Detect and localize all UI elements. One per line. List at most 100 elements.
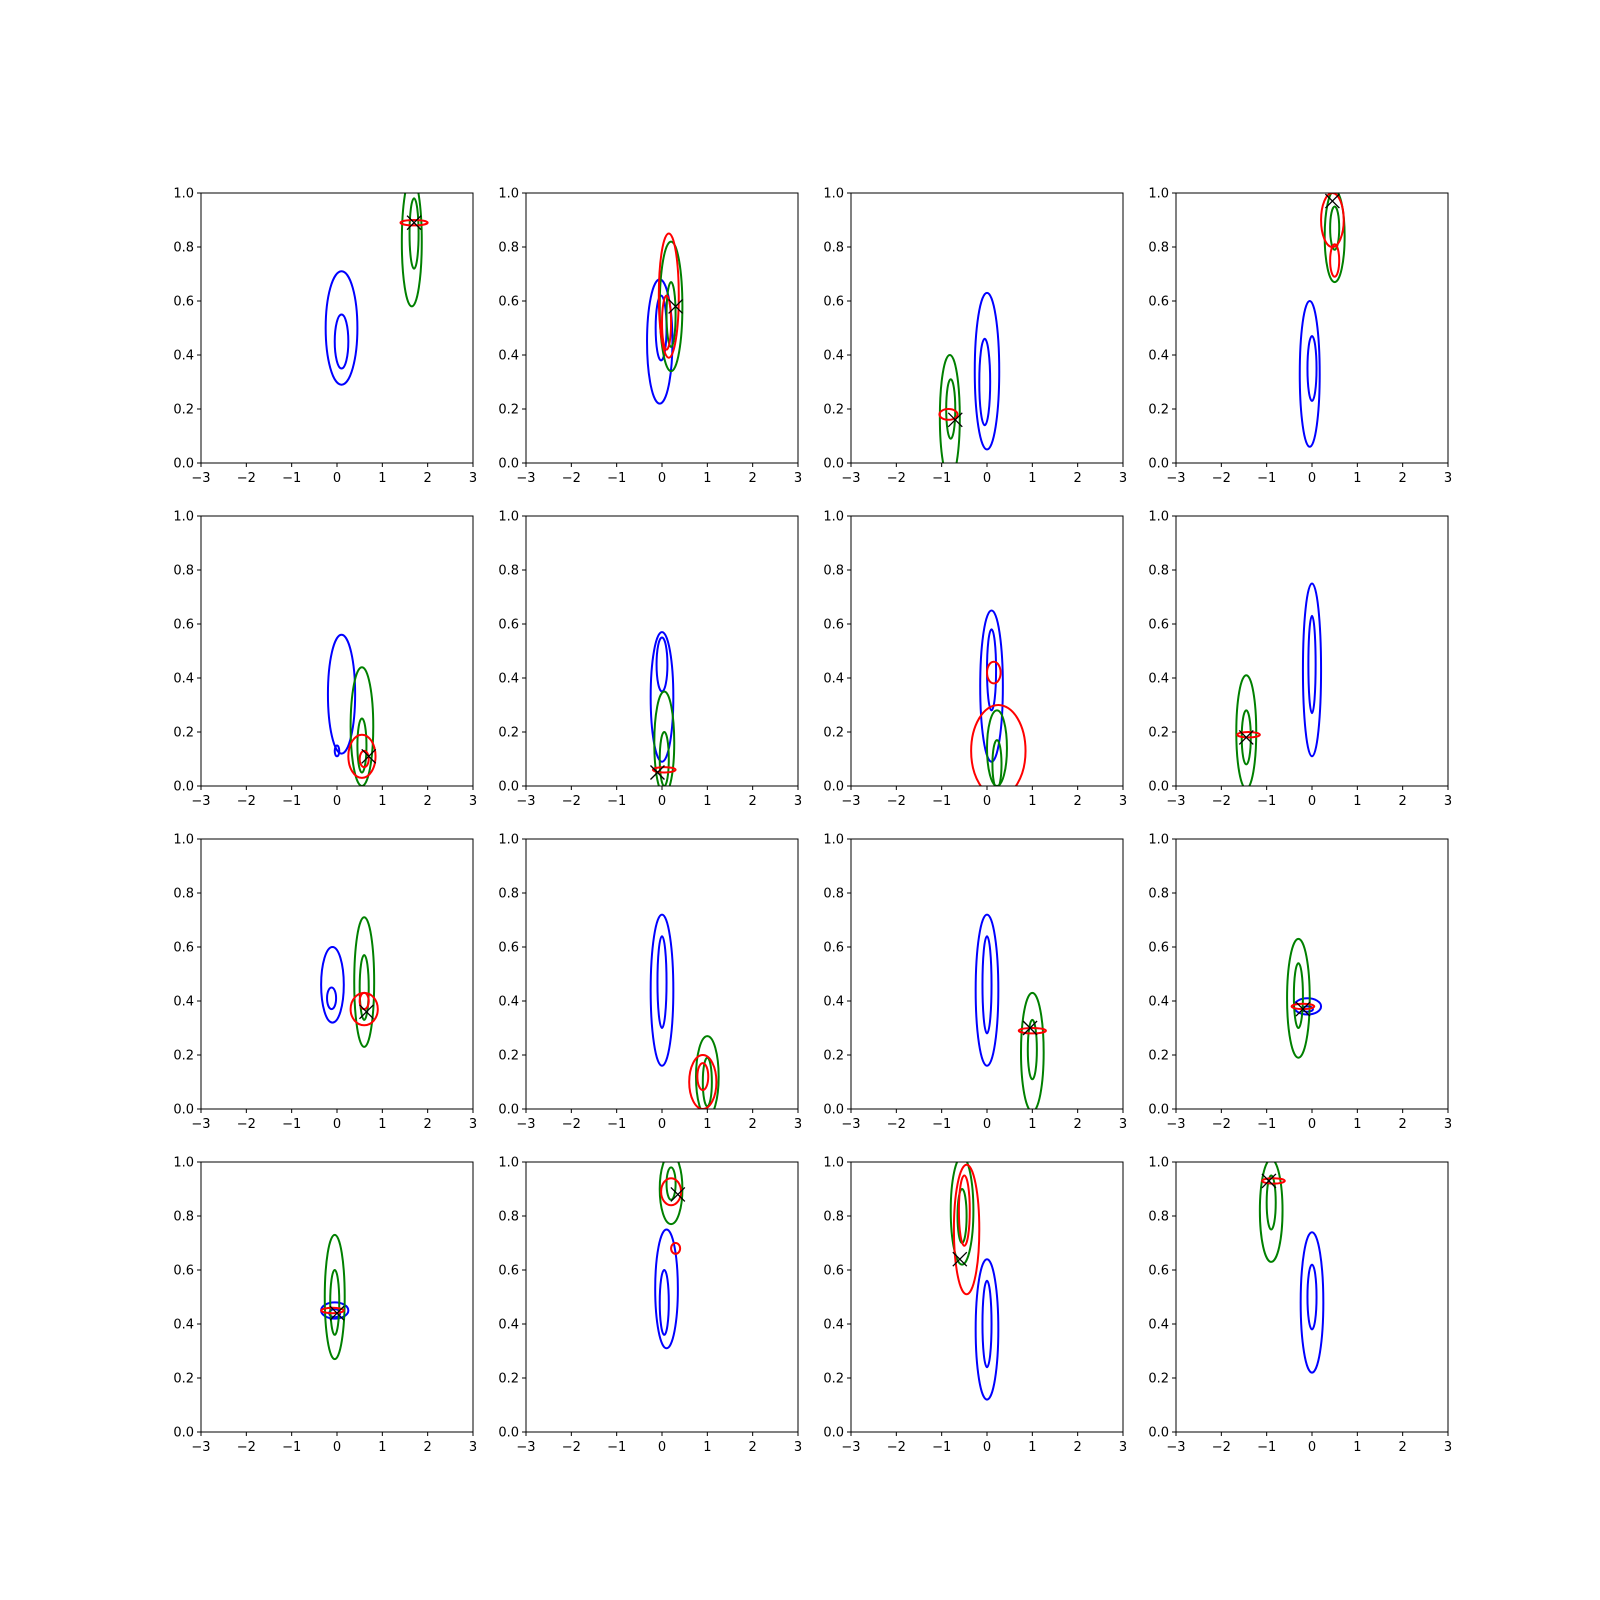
y-tick-label: 0.8 xyxy=(173,1210,194,1225)
x-tick-label: 1 xyxy=(1353,471,1361,486)
x-tick-label: 0 xyxy=(983,1117,991,1132)
y-tick-label: 0.6 xyxy=(498,618,519,633)
x-tick-label: −1 xyxy=(1257,794,1276,809)
blue-contour-level-2 xyxy=(333,744,341,758)
true-value-marker xyxy=(1022,1020,1038,1036)
x-tick-label: 3 xyxy=(1119,471,1127,486)
y-tick-label: 0.8 xyxy=(1148,241,1169,256)
y-tick-label: 1.0 xyxy=(1148,187,1169,202)
subplot-4: −3 −2 −1 0 1 2 3 0.0 0.2 0.4 0.6 0.8 1.0 xyxy=(1148,187,1452,487)
x-tick-label: −2 xyxy=(562,794,581,809)
subplot-14: −3 −2 −1 0 1 2 3 0.0 0.2 0.4 0.6 0.8 1.0 xyxy=(498,1156,802,1456)
y-tick-label: 1.0 xyxy=(498,187,519,202)
y-tick-label: 0.8 xyxy=(1148,1210,1169,1225)
y-tick-label: 1.0 xyxy=(498,1156,519,1171)
x-tick-label: −3 xyxy=(516,471,535,486)
y-tick-label: 0.4 xyxy=(823,1318,844,1333)
plot-area xyxy=(974,913,1047,1109)
y-tick-label: 0.2 xyxy=(173,1372,194,1387)
x-tick-label: 0 xyxy=(658,1440,666,1455)
x-tick-label: −3 xyxy=(516,1117,535,1132)
x-tick-label: 3 xyxy=(1444,1117,1452,1132)
x-tick-label: −2 xyxy=(887,794,906,809)
blue-contour-level-2 xyxy=(981,935,993,1035)
blue-contour-level-1 xyxy=(973,291,1001,451)
x-tick-label: 1 xyxy=(378,1117,386,1132)
x-tick-label: −2 xyxy=(562,1117,581,1132)
y-tick-label: 0.2 xyxy=(498,1049,519,1064)
plot-area xyxy=(320,916,379,1048)
x-tick-label: 2 xyxy=(749,794,757,809)
blue-contour-level-2 xyxy=(1307,614,1317,715)
y-tick-label: 0.2 xyxy=(823,1049,844,1064)
x-tick-label: −1 xyxy=(282,1440,301,1455)
green-contour-level-2 xyxy=(665,281,677,348)
plot-area xyxy=(1286,937,1323,1059)
green-contour-level-2 xyxy=(408,197,420,270)
x-tick-label: −1 xyxy=(607,1117,626,1132)
y-tick-label: 0.0 xyxy=(173,1426,194,1441)
red-contour-level-1 xyxy=(657,232,680,359)
plot-area xyxy=(938,291,1001,463)
y-tick-label: 0.0 xyxy=(823,457,844,472)
x-tick-label: 3 xyxy=(1119,1117,1127,1132)
blue-contour-level-1 xyxy=(320,946,345,1024)
y-tick-label: 0.6 xyxy=(823,618,844,633)
y-tick-label: 0.4 xyxy=(1148,349,1169,364)
y-tick-label: 0.2 xyxy=(1148,726,1169,741)
x-tick-label: 0 xyxy=(333,1440,341,1455)
y-tick-label: 0.4 xyxy=(173,349,194,364)
red-contour-level-1 xyxy=(1261,1177,1286,1185)
subplot-8: −3 −2 −1 0 1 2 3 0.0 0.2 0.4 0.6 0.8 1.0 xyxy=(1148,510,1452,810)
true-value-marker xyxy=(952,1251,968,1267)
x-tick-label: −2 xyxy=(237,794,256,809)
y-tick-label: 0.0 xyxy=(1148,1103,1169,1118)
y-tick-label: 1.0 xyxy=(173,187,194,202)
y-tick-label: 1.0 xyxy=(498,833,519,848)
x-tick-label: 3 xyxy=(469,1117,477,1132)
x-tick-label: 1 xyxy=(378,794,386,809)
y-tick-label: 0.0 xyxy=(173,1103,194,1118)
y-tick-label: 0.4 xyxy=(498,672,519,687)
x-tick-label: 0 xyxy=(1308,1117,1316,1132)
y-tick-label: 1.0 xyxy=(498,510,519,525)
y-tick-label: 0.4 xyxy=(823,349,844,364)
x-tick-label: −3 xyxy=(191,1117,210,1132)
blue-contour-level-1 xyxy=(974,913,1000,1067)
subplot-7: −3 −2 −1 0 1 2 3 0.0 0.2 0.4 0.6 0.8 1.0 xyxy=(823,510,1127,810)
x-tick-label: −1 xyxy=(932,1440,951,1455)
y-tick-label: 0.4 xyxy=(823,995,844,1010)
true-value-marker xyxy=(947,412,963,428)
y-tick-label: 0.4 xyxy=(498,1318,519,1333)
y-tick-label: 0.2 xyxy=(823,1372,844,1387)
green-contour-level-2 xyxy=(356,717,368,774)
y-tick-label: 1.0 xyxy=(823,187,844,202)
y-tick-label: 0.2 xyxy=(173,403,194,418)
x-tick-label: 0 xyxy=(333,471,341,486)
subplot-grid: −3 −2 −1 0 1 2 3 0.0 0.2 0.4 0.6 0.8 1.0 −3 −2 −1 0 1 2 3 0.… xyxy=(173,187,1452,1456)
y-tick-label: 0.4 xyxy=(498,349,519,364)
x-tick-label: 3 xyxy=(794,1117,802,1132)
plot-area xyxy=(324,193,429,386)
green-contour-level-1 xyxy=(323,1233,346,1361)
y-tick-label: 0.0 xyxy=(1148,780,1169,795)
red-contour-level-2 xyxy=(1329,243,1341,278)
green-contour-level-2 xyxy=(658,731,670,786)
x-tick-label: −1 xyxy=(607,471,626,486)
x-tick-label: −2 xyxy=(887,1440,906,1455)
y-tick-label: 0.4 xyxy=(1148,995,1169,1010)
x-tick-label: 2 xyxy=(424,794,432,809)
x-tick-label: 1 xyxy=(378,1440,386,1455)
green-contour-level-1 xyxy=(353,916,376,1048)
y-tick-label: 0.2 xyxy=(1148,1049,1169,1064)
y-tick-label: 0.0 xyxy=(173,780,194,795)
green-contour-level-1 xyxy=(986,709,1008,786)
x-tick-label: −3 xyxy=(841,794,860,809)
x-tick-label: 1 xyxy=(703,1117,711,1132)
y-tick-label: 0.2 xyxy=(823,403,844,418)
x-tick-label: 3 xyxy=(1119,1440,1127,1455)
blue-contour-level-1 xyxy=(649,913,675,1067)
blue-contour-level-2 xyxy=(658,1269,670,1336)
green-contour-level-2 xyxy=(1292,962,1304,1029)
y-tick-label: 0.0 xyxy=(173,457,194,472)
